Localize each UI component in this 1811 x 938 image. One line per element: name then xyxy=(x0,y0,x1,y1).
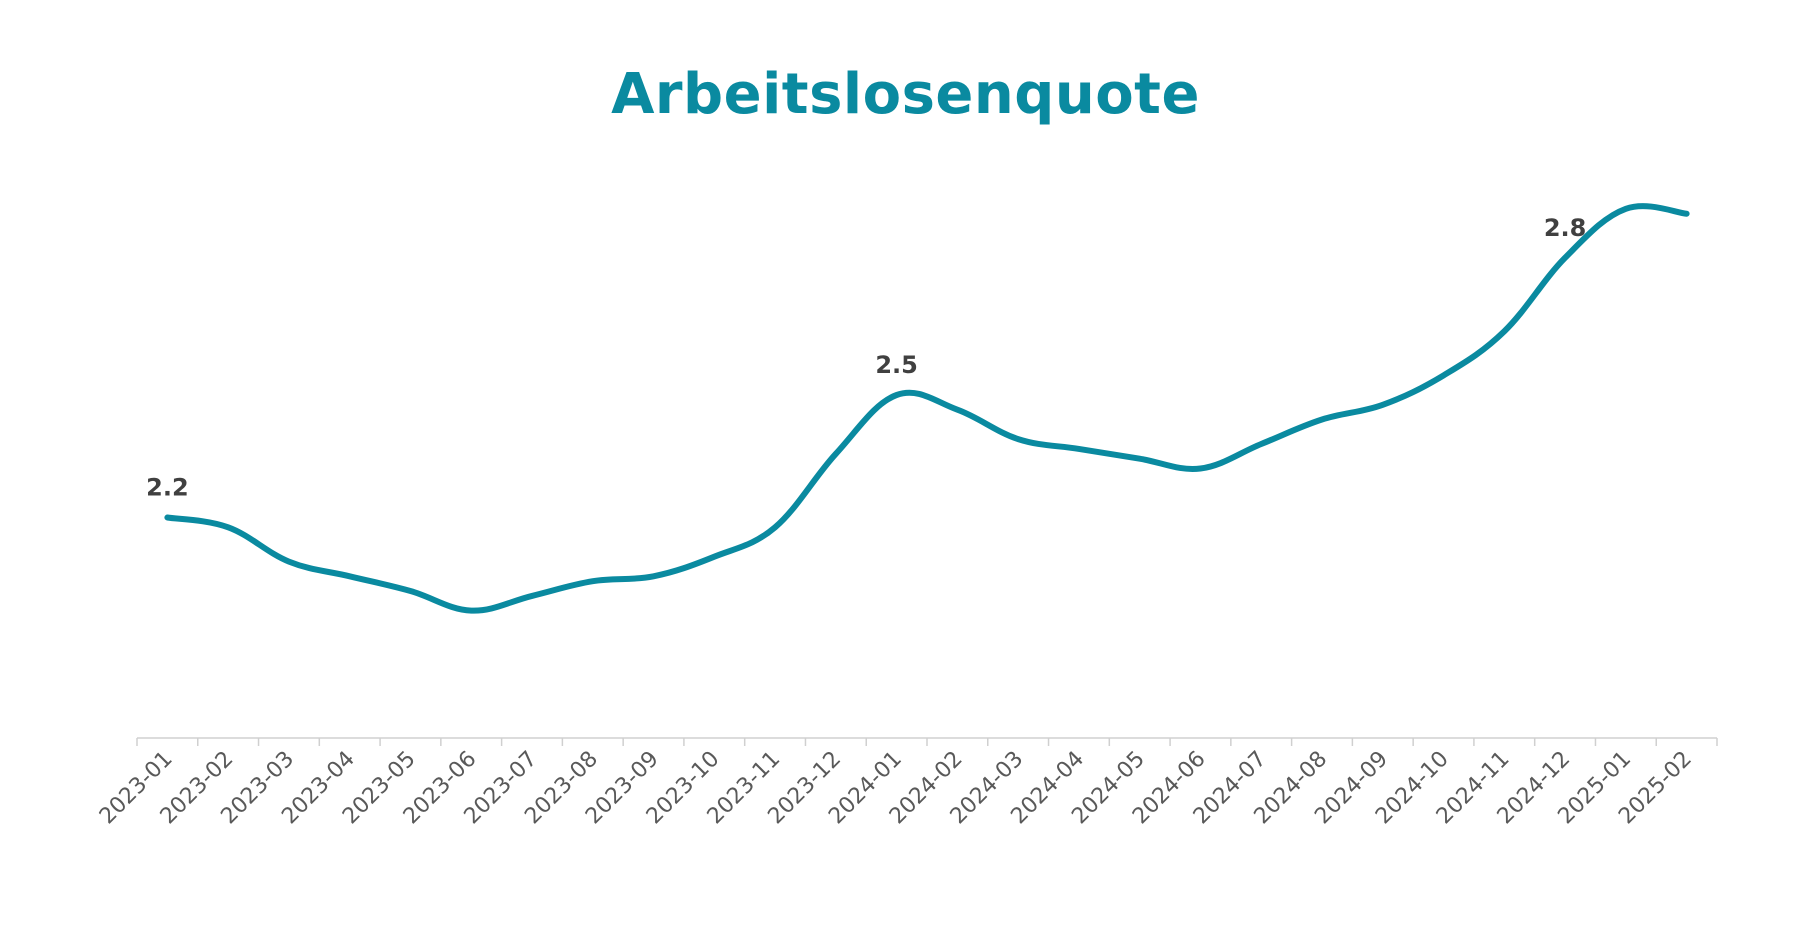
series-line xyxy=(164,203,1690,614)
data-label: 2.5 xyxy=(875,351,918,379)
data-label: 2.8 xyxy=(1544,214,1587,242)
data-label: 2.2 xyxy=(146,474,189,502)
chart-title: Arbeitslosenquote xyxy=(611,62,1200,127)
